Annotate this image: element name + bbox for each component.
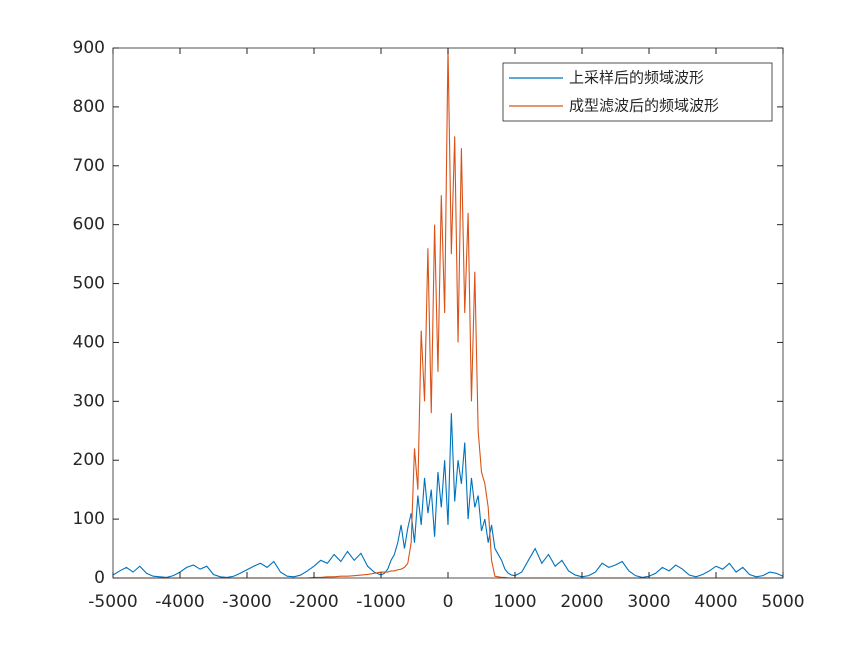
x-tick-label: -4000 [155,592,204,612]
y-tick-label: 600 [73,215,105,235]
x-tick-label: 4000 [694,592,737,612]
y-tick-label: 300 [73,391,105,411]
x-tick-label: 1000 [493,592,536,612]
x-tick-label: -1000 [356,592,405,612]
y-tick-label: 0 [94,568,105,588]
x-tick-label: 2000 [560,592,603,612]
y-tick-label: 800 [73,97,105,117]
x-tick-label: -2000 [289,592,338,612]
legend-box [502,62,773,122]
legend-text: 成型滤波后的频域波形 [569,97,719,115]
y-tick-label: 700 [73,156,105,176]
y-tick-label: 900 [73,38,105,58]
y-tick-label: 100 [73,509,105,529]
y-tick-label: 400 [73,332,105,352]
y-tick-label: 200 [73,450,105,470]
x-tick-label: 3000 [627,592,670,612]
y-tick-label: 500 [73,274,105,294]
x-tick-label: -3000 [222,592,271,612]
x-tick-label: 0 [443,592,454,612]
x-tick-label: -5000 [88,592,137,612]
legend-text: 上采样后的频域波形 [569,69,704,87]
x-tick-label: 5000 [761,592,804,612]
